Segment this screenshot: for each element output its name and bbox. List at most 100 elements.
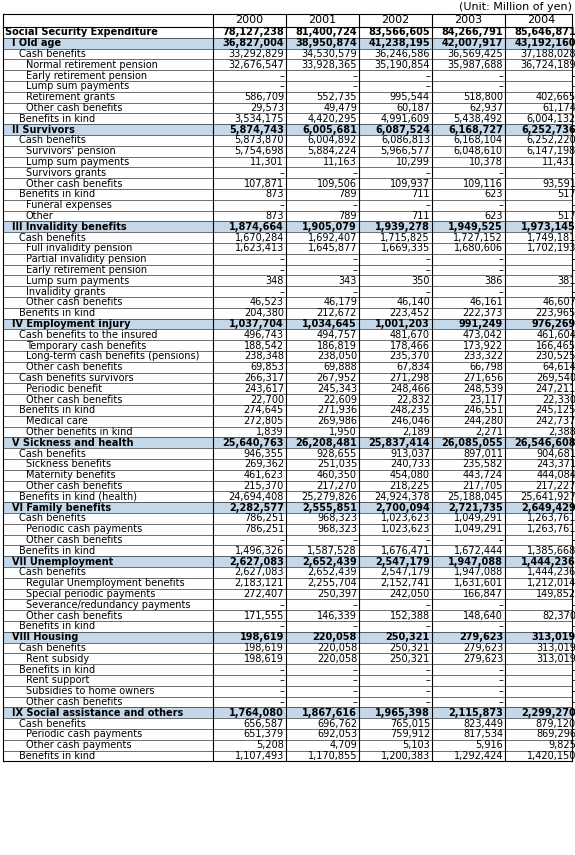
Bar	[3, 319, 572, 329]
Bar	[3, 178, 572, 189]
Text: –: –	[498, 168, 503, 178]
Text: Benefits in kind: Benefits in kind	[19, 545, 95, 556]
Text: Rent subsidy: Rent subsidy	[26, 654, 89, 663]
Text: 402,665: 402,665	[536, 92, 575, 103]
Text: 36,569,425: 36,569,425	[447, 49, 503, 59]
Text: II Survivors: II Survivors	[12, 125, 75, 134]
Text: 6,147,198: 6,147,198	[527, 146, 575, 156]
Bar	[3, 124, 572, 135]
Text: 188,542: 188,542	[244, 340, 284, 351]
Text: Other cash benefits: Other cash benefits	[26, 610, 122, 621]
Text: Funeral expenses: Funeral expenses	[26, 200, 112, 210]
Text: 29,573: 29,573	[250, 103, 284, 113]
Text: 46,161: 46,161	[469, 298, 503, 308]
Text: 35,987,688: 35,987,688	[447, 60, 503, 70]
Text: –: –	[498, 600, 503, 610]
Text: 46,140: 46,140	[396, 298, 430, 308]
Text: 220,058: 220,058	[317, 643, 357, 653]
Text: –: –	[425, 622, 430, 631]
Text: V Sickness and health: V Sickness and health	[12, 438, 133, 448]
Text: 152,388: 152,388	[390, 610, 430, 621]
Text: 586,709: 586,709	[244, 92, 284, 103]
Text: Full invalidity pension: Full invalidity pension	[26, 244, 132, 253]
Text: IV Employment injury: IV Employment injury	[12, 319, 131, 329]
Text: 968,323: 968,323	[317, 524, 357, 534]
Text: 651,379: 651,379	[244, 729, 284, 740]
Text: 222,373: 222,373	[463, 308, 503, 318]
Text: 6,004,132: 6,004,132	[527, 114, 575, 124]
Text: 2,282,577: 2,282,577	[229, 503, 284, 513]
Text: 166,465: 166,465	[536, 340, 575, 351]
Text: 1,023,623: 1,023,623	[381, 524, 430, 534]
Bar	[3, 718, 572, 729]
Text: 1,212,014: 1,212,014	[527, 578, 575, 588]
Text: IX Social assistance and others: IX Social assistance and others	[12, 708, 183, 718]
Bar	[3, 599, 572, 610]
Text: –: –	[279, 687, 284, 696]
Text: 61,174: 61,174	[542, 103, 575, 113]
Text: 5,754,698: 5,754,698	[235, 146, 284, 156]
Text: –: –	[279, 622, 284, 631]
Text: –: –	[279, 664, 284, 675]
Text: –: –	[279, 265, 284, 275]
Text: Medical care: Medical care	[26, 416, 88, 426]
Text: III Invalidity benefits: III Invalidity benefits	[12, 221, 127, 232]
Text: 656,587: 656,587	[244, 718, 284, 728]
Text: 946,355: 946,355	[244, 449, 284, 458]
Bar	[3, 621, 572, 632]
Text: 235,370: 235,370	[390, 351, 430, 362]
Text: 313,019: 313,019	[536, 654, 575, 663]
Text: –: –	[279, 200, 284, 210]
Bar	[3, 351, 572, 362]
Bar	[3, 416, 572, 427]
Text: Partial invalidity pension: Partial invalidity pension	[26, 254, 147, 264]
Text: 1,496,326: 1,496,326	[235, 545, 284, 556]
Text: 518,800: 518,800	[463, 92, 503, 103]
Bar	[3, 610, 572, 621]
Text: 1,692,407: 1,692,407	[308, 233, 357, 243]
Text: 2001: 2001	[308, 15, 336, 26]
Text: 250,321: 250,321	[386, 632, 430, 642]
Text: Other cash benefits: Other cash benefits	[26, 179, 122, 189]
Text: 348: 348	[266, 276, 284, 286]
Text: 711: 711	[412, 190, 430, 199]
Text: –: –	[425, 600, 430, 610]
Text: 343: 343	[339, 276, 357, 286]
Text: –: –	[352, 71, 357, 80]
Text: 36,246,586: 36,246,586	[374, 49, 430, 59]
Text: 517: 517	[557, 190, 575, 199]
Text: 243,617: 243,617	[244, 384, 284, 394]
Text: 1,444,236: 1,444,236	[522, 557, 575, 567]
Text: 69,853: 69,853	[250, 363, 284, 372]
Text: 11,431: 11,431	[542, 157, 575, 167]
Bar	[3, 59, 572, 70]
Text: Benefits in kind: Benefits in kind	[19, 114, 95, 124]
Text: 109,116: 109,116	[463, 179, 503, 189]
Text: Benefits in kind: Benefits in kind	[19, 622, 95, 631]
Text: Benefits in kind: Benefits in kind	[19, 405, 95, 416]
Text: 6,048,610: 6,048,610	[454, 146, 503, 156]
Text: –: –	[279, 168, 284, 178]
Text: 46,179: 46,179	[323, 298, 357, 308]
Text: 46,607: 46,607	[542, 298, 575, 308]
Text: 2,547,179: 2,547,179	[375, 557, 430, 567]
Text: 2,652,439: 2,652,439	[308, 568, 357, 577]
Text: 215,370: 215,370	[244, 481, 284, 491]
Text: Benefits in kind (health): Benefits in kind (health)	[19, 492, 137, 502]
Text: 43,192,160: 43,192,160	[515, 38, 575, 48]
Text: Benefits in kind: Benefits in kind	[19, 751, 95, 761]
Text: 25,188,045: 25,188,045	[447, 492, 503, 502]
Bar	[3, 459, 572, 469]
Bar	[3, 286, 572, 297]
Bar	[3, 534, 572, 545]
Text: 913,037: 913,037	[390, 449, 430, 458]
Text: 64,614: 64,614	[542, 363, 575, 372]
Text: –: –	[571, 81, 575, 91]
Text: 25,641,927: 25,641,927	[520, 492, 575, 502]
Text: 149,852: 149,852	[536, 589, 575, 599]
Text: –: –	[352, 687, 357, 696]
Text: 33,928,365: 33,928,365	[301, 60, 357, 70]
Text: VII Unemployment: VII Unemployment	[12, 557, 113, 567]
Text: 266,317: 266,317	[244, 373, 284, 383]
Bar	[3, 469, 572, 481]
